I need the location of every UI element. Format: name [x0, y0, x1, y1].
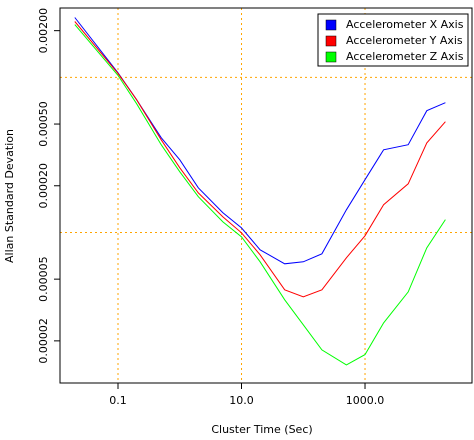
plot-frame — [59, 7, 473, 384]
legend-swatch — [325, 35, 337, 47]
legend-label: Accelerometer X Axis — [346, 18, 464, 31]
data-line — [74, 24, 446, 366]
y-tick-label: 0.00050 — [37, 101, 50, 146]
legend-label: Accelerometer Y Axis — [346, 34, 463, 47]
x-tick-label: 0.1 — [109, 394, 127, 407]
x-tick-label: 1000.0 — [346, 394, 385, 407]
y-tick-label: 0.00005 — [37, 256, 50, 302]
y-tick-label: 0.00200 — [37, 8, 50, 54]
y-axis-title: Allan Standard Devation — [3, 129, 16, 263]
legend-swatch — [325, 51, 337, 63]
legend-label: Accelerometer Z Axis — [346, 50, 464, 63]
y-tick-label: 0.00020 — [37, 163, 50, 209]
x-axis-title: Cluster Time (Sec) — [211, 423, 312, 436]
data-line — [74, 17, 446, 265]
data-line — [74, 21, 446, 298]
x-tick-label: 10.0 — [229, 394, 254, 407]
legend-box — [317, 13, 469, 67]
legend-swatch — [325, 19, 337, 31]
y-tick-label: 0.00002 — [37, 318, 50, 364]
